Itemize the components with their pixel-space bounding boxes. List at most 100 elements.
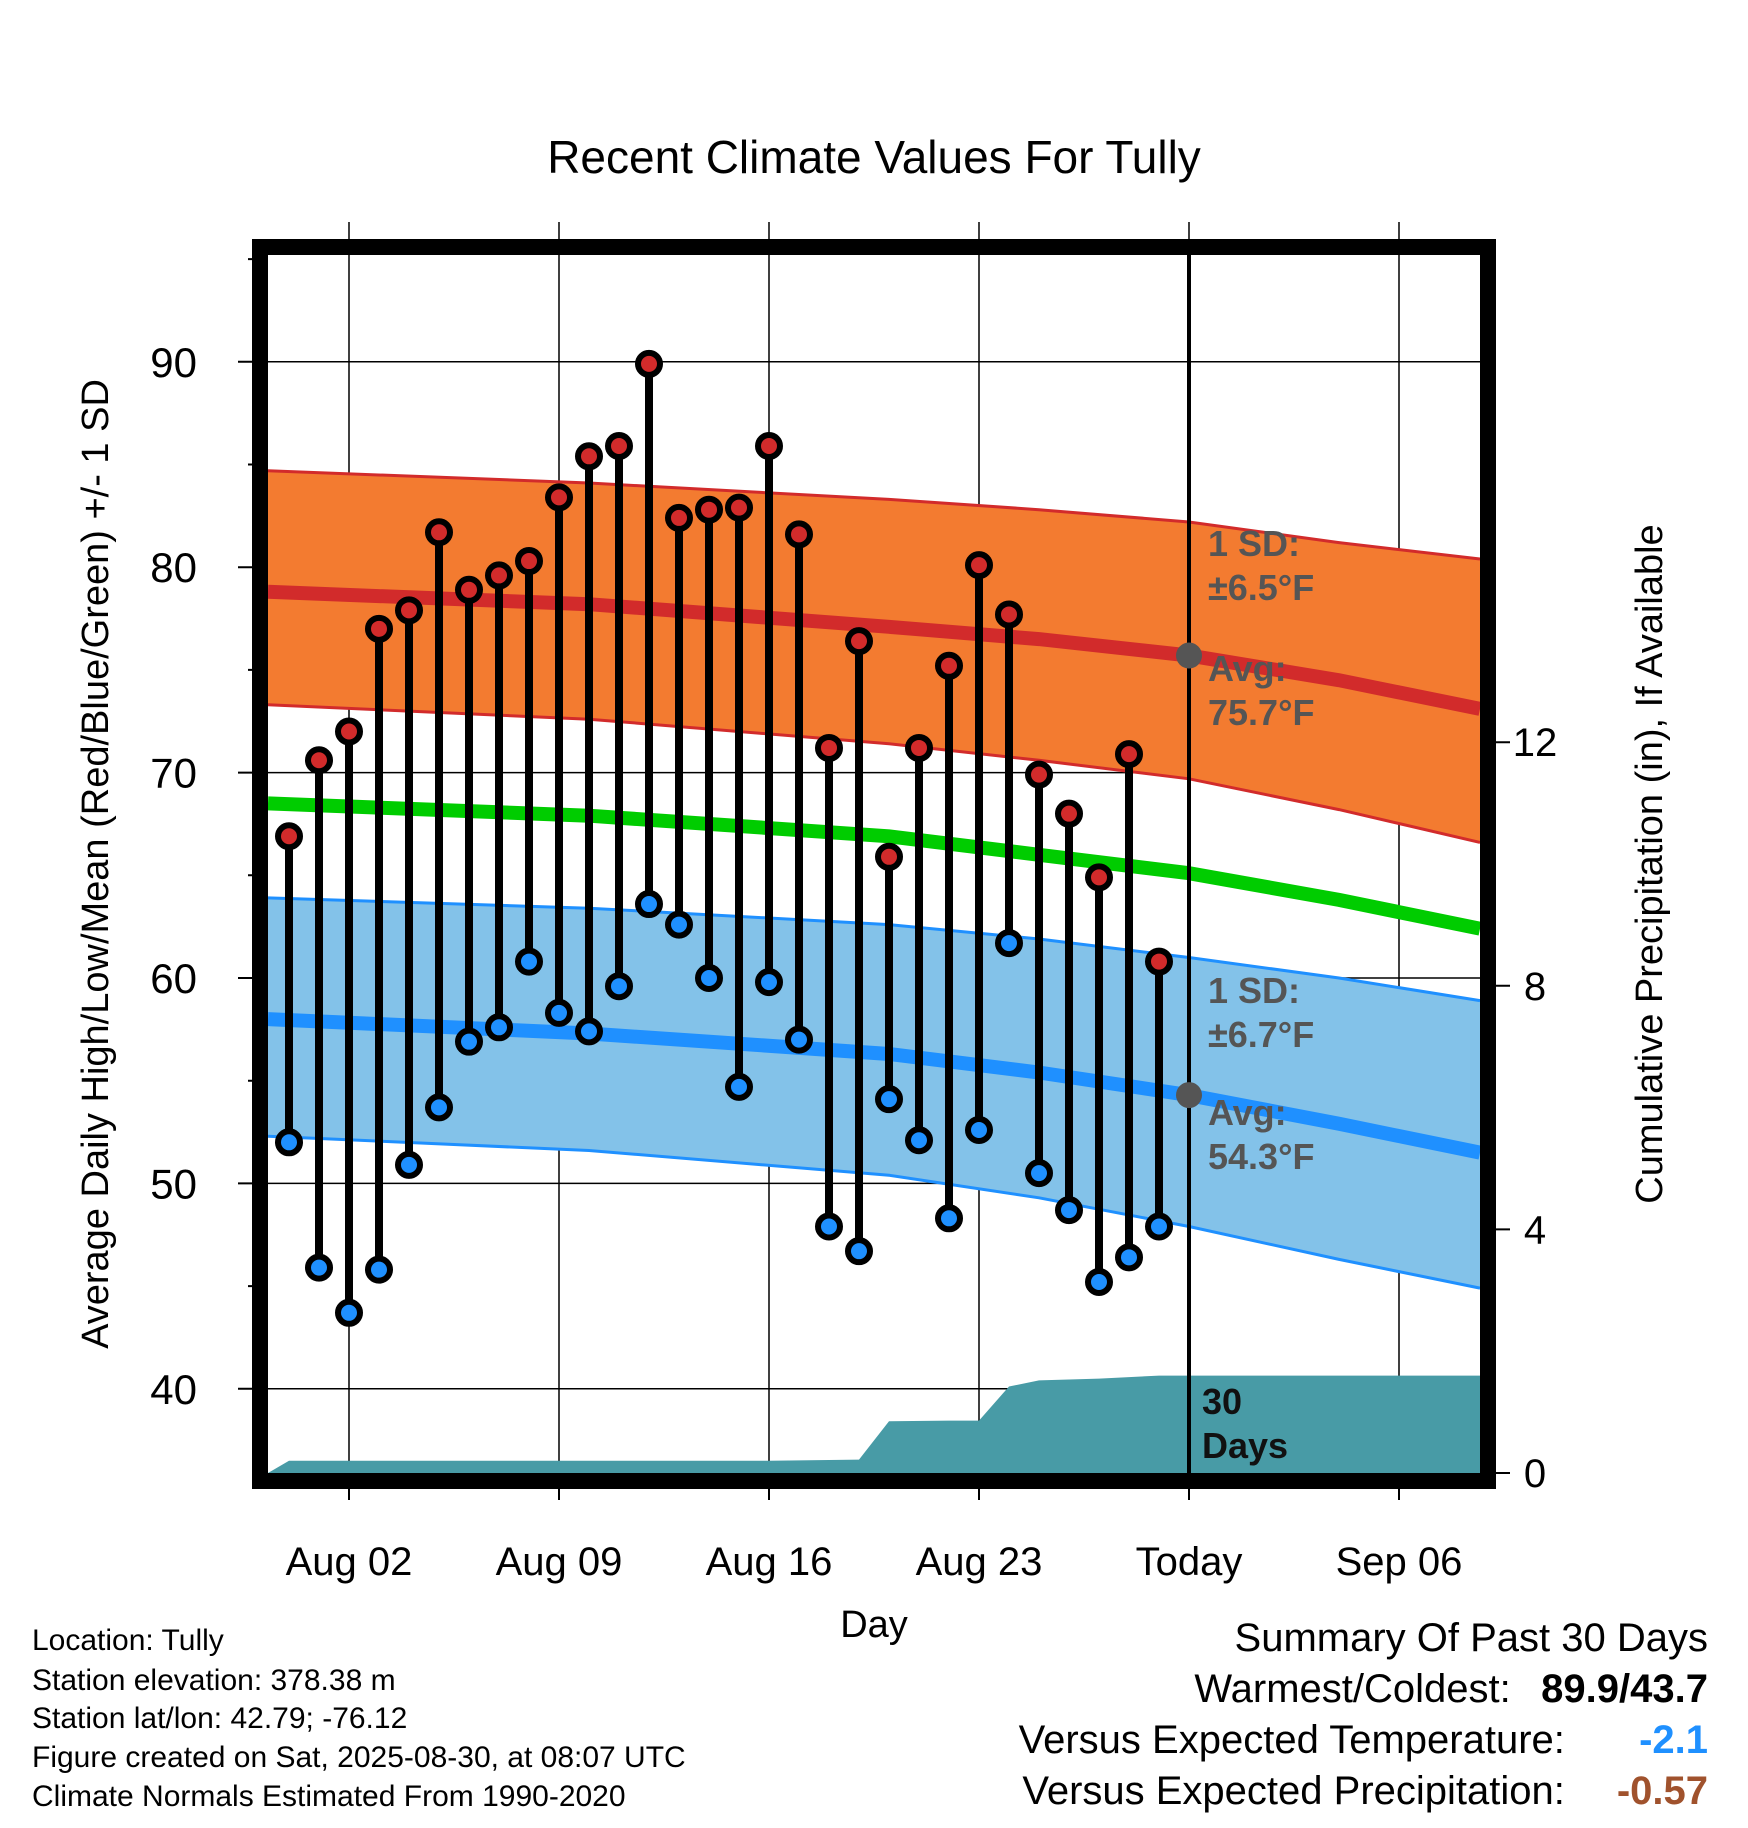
daily-high-point [575,442,603,471]
warmest-label: Warmest/Coldest: [1194,1667,1511,1711]
daily-high-point [485,561,513,590]
daily-low-point [335,1298,363,1327]
daily-low-point [515,947,543,976]
daily-high-point [635,349,663,378]
x-tick-label: Aug 02 [286,1540,413,1584]
x-tick-label: Sep 06 [1336,1540,1463,1584]
daily-high-point [665,503,693,532]
station-elevation: Station elevation: 378.38 m [32,1664,396,1697]
daily-low-point [995,929,1023,958]
today-marker [1176,255,1202,1473]
temp-label: Versus Expected Temperature: [1018,1718,1565,1762]
daily-high-point [1085,863,1113,892]
summary-warmest-row: Warmest/Coldest: 89.9/43.7 [1194,1667,1708,1712]
y2-tick-label: 12 [1513,721,1558,765]
daily-high-point [815,733,843,762]
today-high-avg-dot [1176,642,1202,669]
daily-high-point [395,596,423,625]
daily-low-point [575,1017,603,1046]
low-avg-label: Avg: [1208,1092,1287,1133]
daily-low-point [545,998,573,1027]
y2-tick-label: 0 [1524,1452,1546,1496]
y2-axis-label: Cumulative Precipitation (in), If Availa… [1629,524,1671,1203]
low-sd-value: ±6.7°F [1208,1014,1314,1055]
daily-low-point [1145,1212,1173,1241]
daily-low-point [755,968,783,997]
daily-low-point [425,1093,453,1122]
daily-low-point [605,972,633,1001]
daily-low-point [1055,1196,1083,1225]
normal-bands [267,469,1482,1290]
y-tick-label: 90 [150,339,197,386]
daily-high-point [1055,799,1083,828]
daily-low-point [875,1085,903,1114]
axes: 40 50 60 70 80 90 0 4 8 12 Aug 02 Aug 09 Aug 16 Aug 2… [150,258,1558,1584]
x-tick-label: Aug 23 [916,1540,1043,1584]
low-avg-value: 54.3°F [1208,1136,1314,1177]
daily-low-point [935,1204,963,1233]
summary-temp-row: Versus Expected Temperature: -2.1 [1019,1718,1708,1763]
daily-low-point [275,1128,303,1157]
y-tick-label: 50 [150,1160,197,1207]
low-sd-band [268,897,1480,1289]
daily-low-point [905,1126,933,1155]
y2-tick-label: 8 [1524,965,1546,1009]
daily-low-point [785,1025,813,1054]
y-axis-label: Average Daily High/Low/Mean (Red/Blue/Gr… [75,379,117,1349]
daily-low-point [815,1212,843,1241]
climate-normals-note: Climate Normals Estimated From 1990-2020 [32,1780,626,1813]
days-word: Days [1202,1425,1288,1466]
daily-high-point [545,483,573,512]
y-tick-label: 70 [150,750,197,797]
daily-low-point [845,1237,873,1266]
daily-low-point [395,1150,423,1179]
daily-low-point [965,1115,993,1144]
low-sd-label: 1 SD: [1208,970,1300,1011]
daily-high-point [725,493,753,522]
today-low-avg-dot [1176,1082,1202,1109]
daily-high-point [365,614,393,643]
x-tick-label: Aug 09 [496,1540,623,1584]
daily-high-point [275,822,303,851]
y2-tick-label: 4 [1524,1208,1546,1252]
temp-deviation-value: -2.1 [1639,1718,1708,1762]
chart-title: Recent Climate Values For Tully [547,131,1201,183]
daily-low-point [635,890,663,919]
daily-low-point [305,1253,333,1282]
daily-high-point [785,520,813,549]
daily-low-point [725,1072,753,1101]
daily-high-point [935,651,963,680]
grid-lines [268,222,1480,1500]
daily-low-point [695,963,723,992]
daily-high-point [1145,947,1173,976]
low-sd-lower-edge [267,1134,1481,1290]
high-avg-value: 75.7°F [1208,692,1314,733]
daily-high-point [875,842,903,871]
daily-low-point [455,1027,483,1056]
daily-high-point [1025,760,1053,789]
high-sd-band [268,470,1480,843]
daily-high-point [335,717,363,746]
daily-high-point [695,495,723,524]
daily-high-point [455,575,483,604]
summary-precip-row: Versus Expected Precipitation: -0.57 [1022,1769,1708,1814]
annotations: 1 SD: ±6.5°F Avg: 75.7°F 1 SD: ±6.7°F Av… [1202,523,1314,1466]
daily-high-point [605,432,633,461]
high-avg-label: Avg: [1208,648,1287,689]
daily-high-point [905,733,933,762]
y-tick-label: 40 [150,1366,197,1413]
daily-values [275,349,1173,1327]
y-tick-label: 80 [150,544,197,591]
y-tick-label: 60 [150,955,197,1002]
precip-deviation-value: -0.57 [1616,1769,1708,1813]
daily-high-point [845,627,873,656]
precipitation-fill [268,1375,1480,1473]
daily-low-point [1115,1243,1143,1272]
station-location: Location: Tully [32,1624,224,1657]
station-latlon: Station lat/lon: 42.79; -76.12 [32,1702,408,1735]
precipitation-area [268,1375,1480,1473]
daily-high-point [515,547,543,576]
daily-low-point [1025,1159,1053,1188]
daily-high-point [1115,740,1143,769]
